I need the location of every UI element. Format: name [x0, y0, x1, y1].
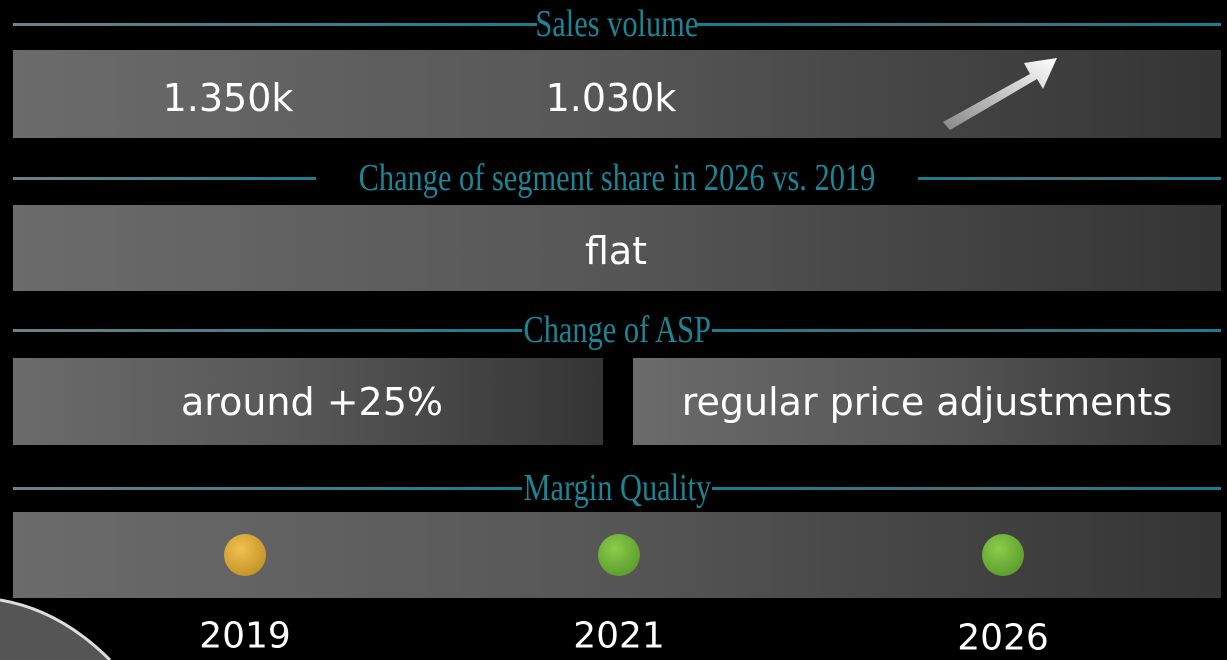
trend-arrow [935, 50, 1075, 140]
section-title: Change of ASP [517, 308, 717, 352]
section-title: Change of segment share in 2026 vs. 2019 [352, 156, 882, 200]
year-label: 2021 [573, 616, 665, 657]
rating-dot [598, 534, 640, 576]
cell-text: 1.030k [546, 76, 677, 120]
year-label: 2026 [957, 618, 1049, 659]
year-label: 2019 [199, 616, 291, 657]
rating-dot [982, 534, 1024, 576]
cell-text: 1.350k [163, 76, 294, 120]
section-heading: Change of ASP [13, 308, 1221, 352]
section-heading: Change of segment share in 2026 vs. 2019 [13, 156, 1221, 200]
slide: Sales volume 1.350k 1.030k Change of seg… [0, 0, 1227, 657]
section-heading: Sales volume [13, 2, 1221, 46]
section-title: Margin Quality [517, 466, 718, 510]
cell-text: flat [585, 229, 647, 273]
rating-dot [224, 534, 266, 576]
cell-text: regular price adjustments [682, 380, 1173, 424]
cell-text: around +25% [181, 380, 443, 424]
section-title: Sales volume [529, 2, 705, 46]
section-heading: Margin Quality [13, 466, 1221, 510]
car-image [0, 590, 140, 660]
